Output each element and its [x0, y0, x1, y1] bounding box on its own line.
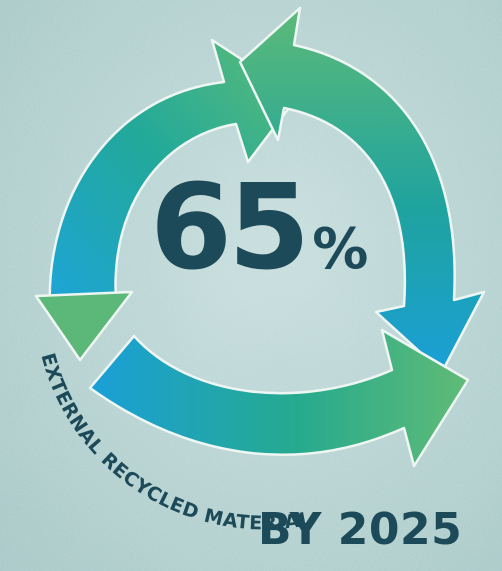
arrow-segment-bottom-visible	[88, 328, 470, 468]
arrow-segment-right	[238, 6, 486, 374]
percent-sign: %	[312, 217, 369, 282]
percent-value: 65	[150, 158, 310, 296]
target-year-label: BY 2025	[258, 504, 463, 555]
arrow-head-left	[34, 290, 134, 362]
headline-stat: 65 %	[150, 168, 368, 286]
